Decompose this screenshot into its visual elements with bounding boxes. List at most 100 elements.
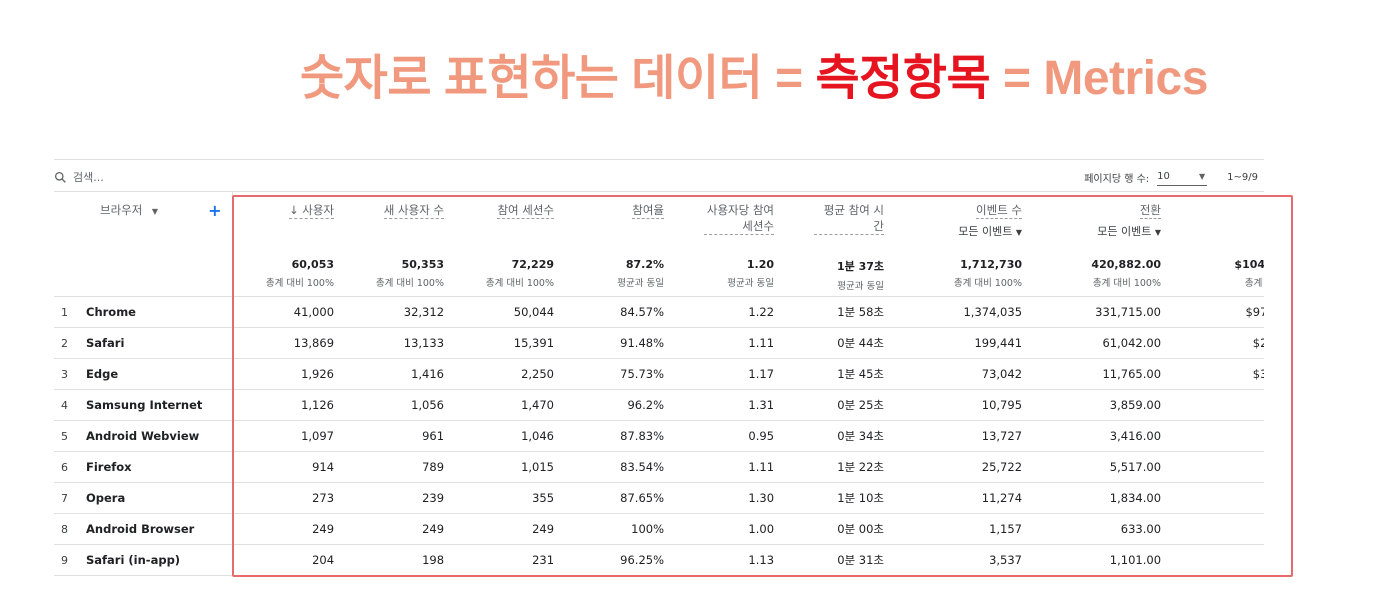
column-header-new-users[interactable]: 새 사용자 수: [383, 203, 445, 219]
table-cell: 0분 44초: [784, 327, 895, 359]
total-note: 총계 대비 100%: [375, 278, 445, 289]
table-row[interactable]: 2 Safari 13,869 13,133 15,391 91.48% 1.11 0분 44…: [54, 327, 1264, 359]
table-cell: 1.11: [674, 327, 785, 359]
total-note: 총계 대비 100: [1244, 278, 1264, 289]
column-header-event-count[interactable]: 이벤트 수 모든 이벤트 ▼: [894, 192, 1032, 248]
rows-per-page-select[interactable]: 10 ▼: [1157, 169, 1208, 186]
table-cell: 50,044: [454, 296, 565, 328]
table-cell: 1.30: [674, 482, 785, 514]
total-cell: 50,353 총계 대비 100%: [344, 248, 455, 297]
column-header-conversions[interactable]: 전환 모든 이벤트 ▼: [1032, 192, 1171, 248]
table-cell: 15,391: [454, 327, 565, 359]
table-cell: $0.0: [1171, 544, 1264, 576]
table-row[interactable]: 1 Chrome 41,000 32,312 50,044 84.57% 1.22 1분 58…: [54, 296, 1264, 328]
table-row[interactable]: 4 Samsung Internet 1,126 1,056 1,470 96.2% 1.3…: [54, 389, 1264, 421]
table-cell: $927.2: [1171, 451, 1264, 483]
table-cell: 96.25%: [564, 544, 675, 576]
row-dimension-value: Edge: [86, 358, 233, 390]
table-cell: 10,795: [894, 389, 1033, 421]
row-dimension-value: Firefox: [86, 451, 233, 483]
row-index: 8: [54, 513, 86, 545]
table-cell: 1.00: [674, 513, 785, 545]
table-cell: 1,416: [344, 358, 455, 390]
table-cell: 41,000: [232, 296, 345, 328]
table-cell: 1분 58초: [784, 296, 895, 328]
total-value: 72,229: [511, 258, 555, 271]
row-dimension-value: Samsung Internet: [86, 389, 233, 421]
total-cell: $104,330.6 총계 대비 100: [1171, 248, 1264, 297]
table-row[interactable]: 8 Android Browser 249 249 249 100% 1.00 0분 00초 1…: [54, 513, 1264, 545]
metrics-highlight-frame: [232, 195, 1293, 577]
total-cell: 87.2% 평균과 동일: [564, 248, 675, 297]
table-row[interactable]: 5 Android Webview 1,097 961 1,046 87.83% 0.95 0…: [54, 420, 1264, 452]
total-cell: 1.20 평균과 동일: [674, 248, 785, 297]
dimension-label: 브라우저: [100, 203, 143, 217]
table-cell: 11,274: [894, 482, 1033, 514]
total-value: $104,330.6: [1234, 258, 1264, 271]
table-cell: 5,517.00: [1032, 451, 1172, 483]
total-value: 87.2%: [625, 258, 665, 271]
table-cell: $0.0: [1171, 420, 1264, 452]
search-placeholder: 검색...: [73, 171, 104, 184]
column-header-engagement-rate[interactable]: 참여율: [632, 203, 665, 219]
row-index: 4: [54, 389, 86, 421]
table-cell: 199,441: [894, 327, 1033, 359]
table-cell: 239: [344, 482, 455, 514]
total-value: 50,353: [401, 258, 445, 271]
table-cell: 249: [232, 513, 345, 545]
column-header-users[interactable]: ↓ 사용자: [288, 203, 335, 219]
table-cell: 13,869: [232, 327, 345, 359]
table-cell: 1,157: [894, 513, 1033, 545]
table-row[interactable]: 3 Edge 1,926 1,416 2,250 75.73% 1.17 1분 45초 73,0…: [54, 358, 1264, 390]
row-index: 1: [54, 296, 86, 328]
search-icon: [54, 171, 66, 183]
table-cell: 0분 25초: [784, 389, 895, 421]
table-row[interactable]: 9 Safari (in-app) 204 198 231 96.25% 1.13 0분 31…: [54, 544, 1264, 576]
table-cell: 61,042.00: [1032, 327, 1172, 359]
row-index: 2: [54, 327, 86, 359]
rows-per-page-value: 10: [1157, 171, 1170, 182]
table-cell: 331,715.00: [1032, 296, 1172, 328]
table-cell: 13,727: [894, 420, 1033, 452]
table-row[interactable]: 6 Firefox 914 789 1,015 83.54% 1.11 1분 22초 25,72…: [54, 451, 1264, 483]
table-cell: 1,374,035: [894, 296, 1033, 328]
total-cell: 1,712,730 총계 대비 100%: [894, 248, 1033, 297]
chevron-down-icon: ▼: [151, 207, 158, 216]
total-cell: 420,882.00 총계 대비 100%: [1032, 248, 1172, 297]
table-cell: 1.31: [674, 389, 785, 421]
total-note: 총계 대비 100%: [265, 278, 335, 289]
search-box[interactable]: 검색...: [54, 167, 104, 187]
table-cell: 961: [344, 420, 455, 452]
table-cell: 231: [454, 544, 565, 576]
totals-row: 60,053 총계 대비 100% 50,353 총계 대비 100% 72,229 총계…: [54, 248, 1264, 297]
table-cell: 1,470: [454, 389, 565, 421]
row-index: 3: [54, 358, 86, 390]
table-row[interactable]: 7 Opera 273 239 355 87.65% 1.30 1분 10초 11,274 1,8…: [54, 482, 1264, 514]
total-value: 1,712,730: [960, 258, 1023, 271]
report-table-card: 검색... 페이지당 행 수: 10 ▼ 1~9/9 브라우저 ▼ + ↓ 사용…: [54, 159, 1264, 579]
rows-per-page-label: 페이지당 행 수:: [1084, 173, 1150, 185]
table-cell: 1.22: [674, 296, 785, 328]
table-cell: 25,722: [894, 451, 1033, 483]
total-note: 총계 대비 100%: [485, 278, 555, 289]
table-cell: 789: [344, 451, 455, 483]
chevron-down-icon: ▼: [1199, 172, 1206, 181]
column-header-avg-engagement-time[interactable]: 평균 참여 시간: [784, 192, 894, 248]
table-cell: 11,765.00: [1032, 358, 1172, 390]
column-header-engaged-sessions[interactable]: 참여 세션수: [497, 203, 555, 219]
dimension-header[interactable]: 브라우저 ▼ +: [54, 192, 233, 248]
table-cell: 1,926: [232, 358, 345, 390]
column-header-sessions-per-user[interactable]: 사용자당 참여 세션수: [674, 192, 784, 248]
total-note: 평균과 동일: [727, 278, 775, 289]
plus-icon[interactable]: +: [208, 201, 222, 220]
conversion-filter-select[interactable]: 모든 이벤트 ▼: [1097, 225, 1162, 238]
table-cell: $0.0: [1171, 513, 1264, 545]
table-cell: 3,416.00: [1032, 420, 1172, 452]
table-cell: 1,097: [232, 420, 345, 452]
headline-prefix: 숫자로 표현하는 데이터 =: [300, 52, 816, 105]
table-cell: 2,250: [454, 358, 565, 390]
row-dimension-value: Android Browser: [86, 513, 233, 545]
total-value: 60,053: [291, 258, 335, 271]
event-filter-select[interactable]: 모든 이벤트 ▼: [958, 225, 1023, 238]
table-cell: 87.83%: [564, 420, 675, 452]
